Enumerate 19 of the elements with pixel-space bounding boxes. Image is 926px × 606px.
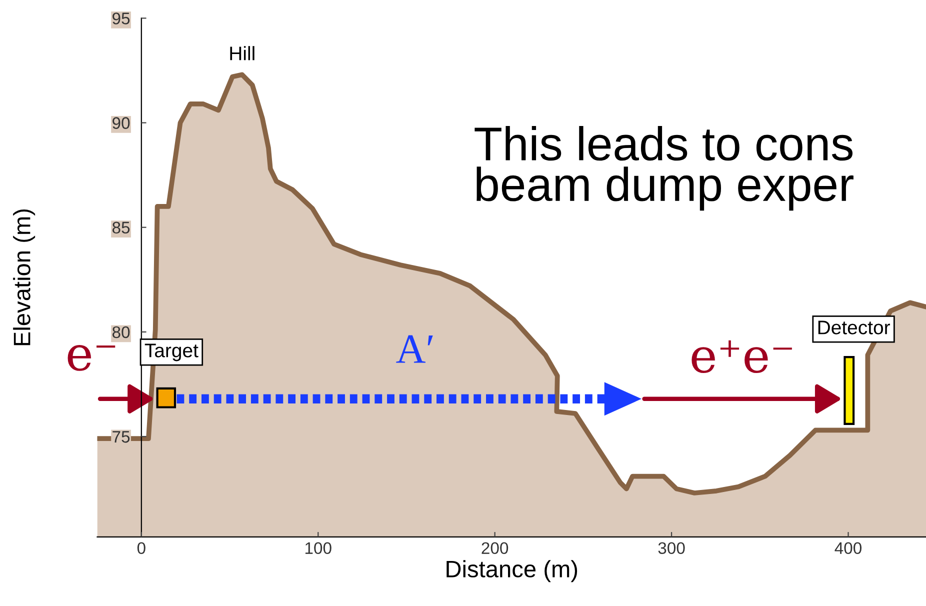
x-tick-label: 0 bbox=[137, 542, 146, 554]
x-tick-label: 300 bbox=[658, 542, 685, 554]
annotation: Detector bbox=[818, 320, 890, 334]
y-tick-label: 95 bbox=[112, 12, 130, 24]
annotation: This leads to cons beam dump exper bbox=[474, 126, 854, 211]
x-axis-title: Distance (m) bbox=[446, 560, 578, 582]
y-tick-label: 85 bbox=[112, 222, 130, 234]
x-tick-label: 200 bbox=[482, 542, 508, 554]
annotation: Hill bbox=[230, 46, 254, 60]
y-tick-label: 75 bbox=[112, 431, 130, 443]
annotation: Target bbox=[144, 344, 198, 362]
annotation: A′ bbox=[396, 335, 433, 363]
y-axis-title: Elevation (m) bbox=[13, 209, 36, 346]
annotation: e⁻ bbox=[68, 345, 116, 371]
y-tick-label: 90 bbox=[112, 117, 130, 129]
x-tick-label: 100 bbox=[305, 542, 332, 554]
y-tick-label: 80 bbox=[112, 326, 130, 338]
x-tick-label: 400 bbox=[834, 542, 862, 554]
annotation: e⁺e⁻ bbox=[692, 340, 792, 373]
